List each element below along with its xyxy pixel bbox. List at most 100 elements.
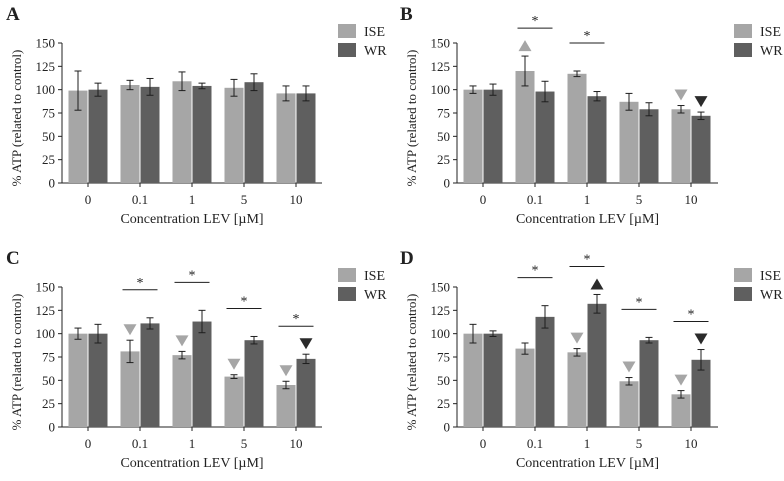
panel-label: A [6,4,20,25]
bar-wr [88,89,108,183]
y-tick-label: 125 [36,303,56,318]
x-tick-label: 10 [290,192,303,207]
marker-down-triangle-icon [279,365,293,377]
y-tick-label: 100 [36,82,56,97]
marker-down-triangle-icon [694,96,708,108]
y-tick-label: 100 [431,82,451,97]
legend-swatch-wr [734,43,752,57]
bar-wr [483,333,503,427]
significance-star: * [532,264,539,279]
x-axis-title: Concentration LEV [µM] [120,456,263,471]
bar-ise [515,71,535,183]
marker-down-triangle-icon [299,338,313,350]
y-tick-label: 50 [42,129,55,144]
marker-down-triangle-icon [123,324,137,336]
bar-wr [140,86,160,183]
bar-ise [120,85,140,183]
bar-ise [120,351,140,427]
y-tick-label: 0 [49,176,56,191]
significance-star: * [584,252,591,267]
legend-swatch-wr [338,287,356,301]
x-tick-label: 0 [480,192,487,207]
panel-d: D 0 25 50 75 100 125 150 0 0.1 1 5 10 Concentration L… [400,248,783,471]
bar-ise [567,73,587,183]
bar-ise [68,333,88,427]
marker-up-triangle-icon [518,40,532,52]
y-tick-label: 150 [36,36,56,51]
x-tick-label: 5 [636,436,643,451]
bar-wr [296,358,316,427]
bar-wr [244,340,264,427]
bar-wr [639,340,659,427]
bar-ise [276,385,296,427]
bar-wr [639,109,659,183]
bar-ise [68,90,88,183]
bar-wr [192,321,212,427]
bar-ise [463,89,483,183]
bar-wr [535,91,555,183]
marker-down-triangle-icon [175,335,189,347]
y-tick-label: 125 [36,59,56,74]
y-tick-label: 75 [42,350,55,365]
x-tick-label: 0.1 [132,192,148,207]
panel-label: B [400,4,413,25]
bar-wr [483,89,503,183]
y-tick-label: 25 [42,152,55,167]
bar-wr [691,115,711,183]
bar-wr [296,93,316,183]
y-tick-label: 150 [431,36,451,51]
bar-wr [587,96,607,183]
panel-b: B 0 25 50 75 100 125 150 0 0.1 1 5 10 Concentration L… [400,4,783,227]
significance-star: * [532,14,539,29]
significance-star: * [241,294,248,309]
x-tick-label: 10 [685,192,698,207]
significance-star: * [137,276,144,291]
y-tick-label: 0 [49,420,56,435]
x-axis-title: Concentration LEV [µM] [516,212,659,227]
bar-ise [515,348,535,427]
panel-c: C 0 25 50 75 100 125 150 0 0.1 1 5 10 Concentration L… [6,248,387,471]
x-tick-label: 5 [241,436,248,451]
bar-ise [567,352,587,427]
legend-label-wr: WR [760,288,783,303]
y-axis-title: % ATP (related to control) [9,294,24,431]
y-tick-label: 75 [437,350,450,365]
marker-down-triangle-icon [622,361,636,373]
y-axis-title: % ATP (related to control) [404,294,419,431]
x-tick-label: 0 [85,192,92,207]
bar-ise [671,109,691,183]
x-tick-label: 0.1 [527,192,543,207]
legend-swatch-ise [734,268,752,282]
legend-label-wr: WR [364,288,387,303]
significance-star: * [636,295,643,310]
legend-label-ise: ISE [760,25,781,40]
x-tick-label: 0.1 [132,436,148,451]
panel-label: C [6,248,20,269]
y-tick-label: 50 [437,129,450,144]
bar-wr [244,82,264,183]
significance-star: * [189,268,196,283]
x-tick-label: 5 [241,192,248,207]
x-tick-label: 0 [85,436,92,451]
legend-label-ise: ISE [364,25,385,40]
marker-down-triangle-icon [694,333,708,345]
y-tick-label: 0 [444,420,451,435]
x-tick-label: 0.1 [527,436,543,451]
bar-ise [172,355,192,427]
y-tick-label: 0 [444,176,451,191]
y-tick-label: 100 [36,326,56,341]
y-tick-label: 150 [36,280,56,295]
legend-label-ise: ISE [760,269,781,284]
y-tick-label: 25 [437,396,450,411]
marker-down-triangle-icon [674,89,688,101]
bar-wr [88,333,108,427]
x-tick-label: 1 [584,436,591,451]
y-tick-label: 125 [431,59,451,74]
legend-label-wr: WR [364,44,387,59]
y-tick-label: 50 [42,373,55,388]
panel-a: A 0 25 50 75 100 125 150 0 0.1 1 5 10 Concentration L… [6,4,387,227]
marker-down-triangle-icon [570,332,584,344]
bar-wr [192,85,212,183]
